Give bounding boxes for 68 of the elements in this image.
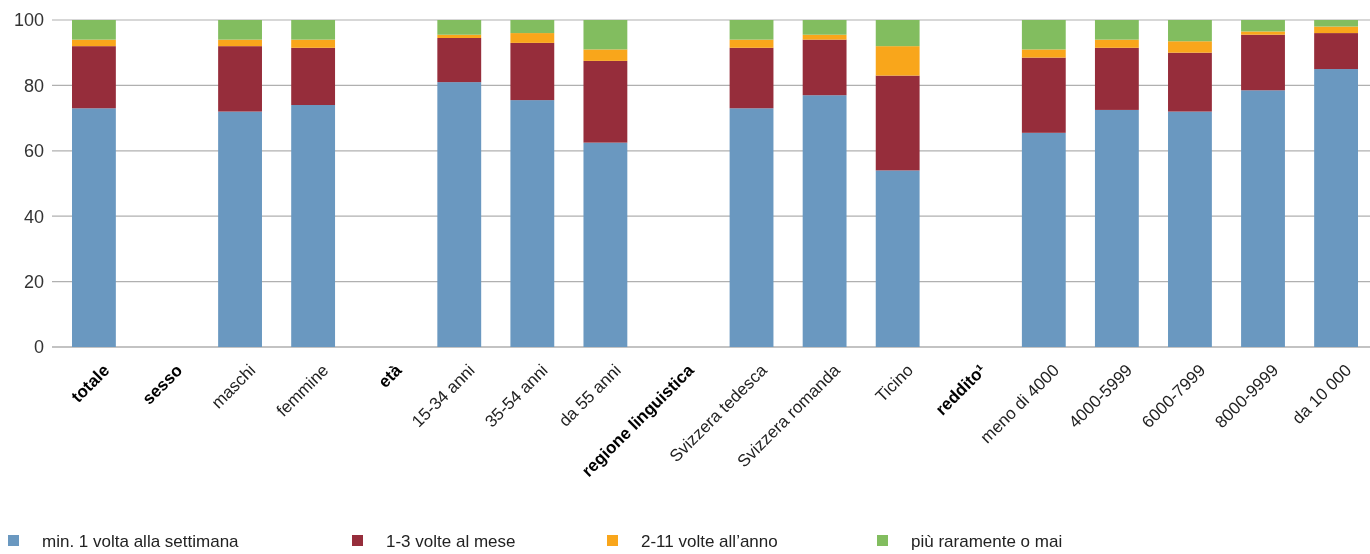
bar — [583, 60, 628, 143]
bar — [291, 47, 336, 106]
bar — [72, 39, 116, 47]
bar — [218, 39, 262, 47]
bar — [1094, 39, 1139, 48]
bar — [72, 20, 116, 40]
y-tick-label: 0 — [33, 337, 44, 358]
bar — [1241, 90, 1285, 347]
bar — [72, 46, 116, 109]
legend-label: più raramente o mai — [911, 531, 1063, 551]
bar — [291, 105, 336, 347]
bar — [1094, 47, 1139, 110]
bar — [802, 39, 847, 96]
bar — [437, 82, 482, 347]
legend-label: 2-11 volte all’anno — [641, 531, 778, 551]
bar — [510, 33, 555, 43]
bar — [875, 46, 920, 76]
bar — [1021, 49, 1066, 58]
bar — [1021, 57, 1066, 133]
bar — [729, 20, 774, 40]
x-tick-label: età — [374, 360, 406, 392]
bar — [729, 39, 774, 48]
y-tick-label: 40 — [23, 206, 44, 227]
bar — [1314, 26, 1358, 34]
bar — [1168, 52, 1212, 112]
bar — [437, 20, 482, 35]
bar — [1168, 111, 1212, 347]
bar — [1094, 20, 1139, 40]
bar — [729, 47, 774, 109]
bar — [1021, 132, 1066, 347]
bar — [1241, 31, 1285, 35]
bar — [1168, 20, 1212, 42]
bar — [875, 170, 920, 347]
y-tick-label: 60 — [23, 141, 44, 162]
legend-label: 1-3 volte al mese — [386, 531, 516, 551]
bar — [437, 34, 482, 38]
bar — [1021, 20, 1066, 50]
bar — [875, 20, 920, 47]
bar — [583, 142, 628, 347]
bar — [1168, 41, 1212, 53]
bar — [729, 108, 774, 347]
bar — [510, 42, 555, 101]
y-tick-label: 80 — [23, 75, 44, 96]
bar — [437, 37, 482, 83]
bar — [802, 34, 847, 40]
x-tick-label: da 10 000 — [1288, 360, 1356, 428]
bar — [510, 20, 555, 34]
bar — [218, 20, 262, 40]
bar — [875, 75, 920, 171]
bar — [291, 20, 336, 40]
bar — [1314, 33, 1358, 70]
bar — [291, 39, 336, 48]
y-tick-label: 100 — [13, 10, 44, 31]
bar — [1094, 109, 1139, 347]
bar — [802, 95, 847, 347]
bar — [1314, 69, 1358, 347]
bar — [1241, 20, 1285, 32]
bar — [218, 46, 262, 112]
bar — [218, 111, 262, 347]
bar — [1241, 34, 1285, 91]
bar — [802, 20, 847, 35]
bar — [510, 100, 555, 347]
bar — [72, 108, 116, 347]
bar — [583, 49, 628, 61]
bar — [583, 20, 628, 50]
bar — [1314, 20, 1358, 27]
legend-label: min. 1 volta alla settimana — [42, 531, 240, 551]
y-tick-label: 20 — [23, 271, 44, 292]
